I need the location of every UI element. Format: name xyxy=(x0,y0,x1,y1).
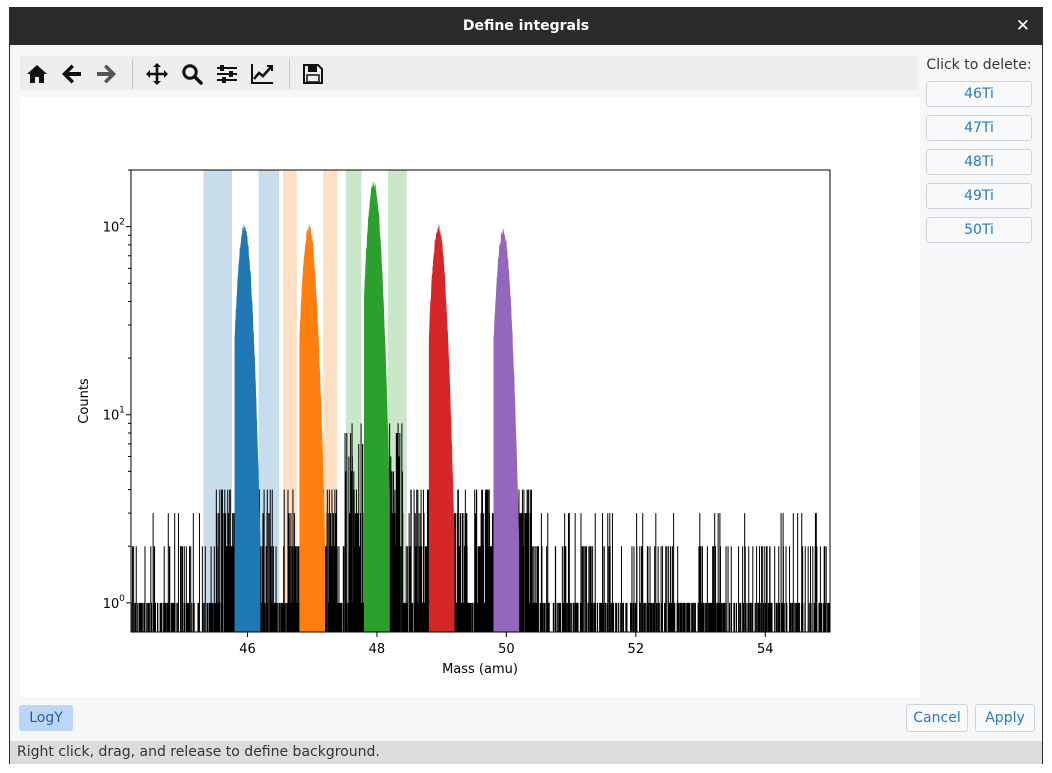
peak-area-47Ti xyxy=(299,224,326,632)
save-icon[interactable] xyxy=(300,61,326,87)
x-tick-label: 52 xyxy=(628,642,645,657)
back-arrow-icon[interactable] xyxy=(59,61,85,87)
x-tick-label: 50 xyxy=(498,642,515,657)
peak-46Ti xyxy=(234,222,261,632)
y-tick-label: 10 xyxy=(103,221,120,236)
window-title: Define integrals xyxy=(462,18,590,34)
status-bar: Right click, drag, and release to define… xyxy=(10,741,1042,764)
click-to-delete-label: Click to delete: xyxy=(926,57,1032,73)
close-button[interactable]: ✕ xyxy=(1015,16,1030,36)
y-tick-exponent: 2 xyxy=(119,218,125,228)
home-icon[interactable] xyxy=(24,61,50,87)
peak-49Ti xyxy=(428,223,455,632)
delete-50ti-button[interactable]: 50Ti xyxy=(926,217,1032,243)
peak-area-49Ti xyxy=(428,223,455,632)
forward-arrow-icon[interactable] xyxy=(93,61,119,87)
x-axis-label: Mass (amu) xyxy=(442,662,518,677)
y-tick-exponent: 0 xyxy=(119,594,125,604)
y-axis-label: Counts xyxy=(77,378,92,424)
zoom-icon[interactable] xyxy=(179,61,205,87)
peak-area-50Ti xyxy=(493,227,520,632)
x-tick-label: 46 xyxy=(239,642,256,657)
plot-toolbar xyxy=(20,56,918,90)
delete-48ti-button[interactable]: 48Ti xyxy=(926,149,1032,175)
toolbar-separator xyxy=(132,59,133,89)
dialog-window: Define integrals ✕ xyxy=(9,7,1043,764)
y-tick-exponent: 1 xyxy=(119,406,125,416)
x-tick-label: 48 xyxy=(369,642,386,657)
peak-area-46Ti xyxy=(234,222,261,632)
title-bar: Define integrals ✕ xyxy=(10,8,1042,45)
logy-toggle-button[interactable]: LogY xyxy=(19,705,73,731)
delete-47ti-button[interactable]: 47Ti xyxy=(926,115,1032,141)
subplots-config-icon[interactable] xyxy=(214,61,240,87)
delete-49ti-button[interactable]: 49Ti xyxy=(926,183,1032,209)
axes-frame xyxy=(130,169,831,633)
cancel-button[interactable]: Cancel xyxy=(906,704,968,732)
delete-46ti-button[interactable]: 46Ti xyxy=(926,81,1032,107)
peak-area-48Ti xyxy=(364,180,390,632)
x-tick-label: 54 xyxy=(757,642,774,657)
peak-47Ti xyxy=(299,224,326,632)
pan-icon[interactable] xyxy=(144,61,170,87)
peak-48Ti xyxy=(364,180,390,632)
edit-axes-icon[interactable] xyxy=(249,61,275,87)
plot-canvas[interactable]: 46 48 50 52 54 10 0 10 1 10 2 Mass (amu) Counts xyxy=(20,97,920,697)
peak-50Ti xyxy=(493,227,520,632)
toolbar-separator xyxy=(289,59,290,89)
y-tick-label: 10 xyxy=(103,409,120,424)
apply-button[interactable]: Apply xyxy=(975,704,1035,732)
integral-delete-panel: Click to delete: 46Ti 47Ti 48Ti 49Ti 50T… xyxy=(924,56,1034,251)
y-tick-label: 10 xyxy=(103,597,120,612)
